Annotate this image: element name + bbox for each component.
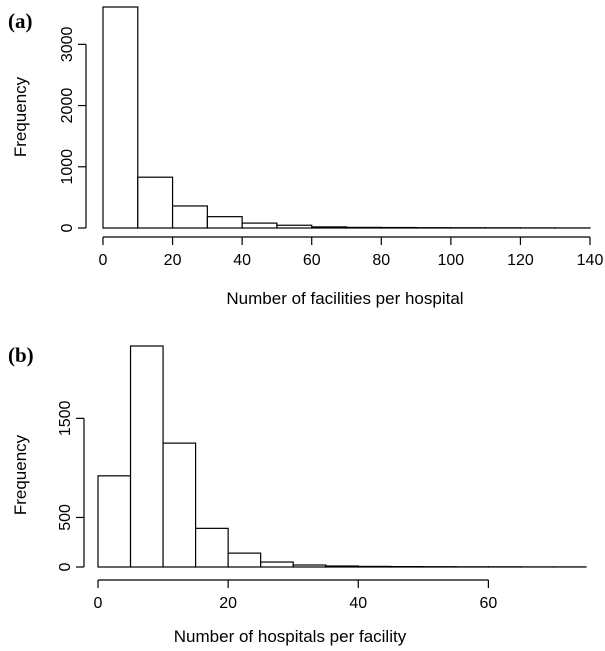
histogram-bar-b-1 bbox=[129, 345, 164, 568]
x-tick-label-a-2: 40 bbox=[233, 252, 251, 269]
histogram-bar-a-4 bbox=[241, 222, 278, 229]
histogram-bar-b-2 bbox=[162, 442, 197, 568]
y-tick-label-b-1: 500 bbox=[57, 504, 74, 531]
y-tick-label-b-2: 1500 bbox=[57, 400, 74, 436]
histogram-bar-b-6 bbox=[292, 564, 327, 568]
x-tick-label-a-6: 120 bbox=[507, 252, 534, 269]
x-tick-label-a-3: 60 bbox=[303, 252, 321, 269]
x-axis-title-b: Number of hospitals per facility bbox=[174, 627, 407, 646]
y-tick-label-a-2: 2000 bbox=[59, 88, 76, 124]
histogram-bar-a-7 bbox=[345, 226, 382, 229]
x-tick-label-a-4: 80 bbox=[372, 252, 390, 269]
histogram-bar-b-3 bbox=[195, 527, 229, 568]
x-tick-label-b-2: 40 bbox=[349, 595, 367, 612]
x-tick-label-b-1: 20 bbox=[219, 595, 237, 612]
histogram-bar-a-2 bbox=[171, 205, 208, 229]
x-tick-label-a-5: 100 bbox=[438, 252, 465, 269]
histogram-bar-b-7 bbox=[325, 565, 359, 568]
histogram-bar-b-5 bbox=[260, 561, 294, 568]
histogram-bar-b-8 bbox=[357, 565, 392, 568]
x-tick-label-b-3: 60 bbox=[480, 595, 498, 612]
y-tick-label-a-3: 3000 bbox=[59, 26, 76, 62]
y-tick-label-a-0: 0 bbox=[59, 223, 76, 232]
histogram-panel-b: (b) Frequency Number of hospitals per fa… bbox=[8, 343, 587, 646]
histogram-bar-b-0 bbox=[97, 475, 132, 568]
y-tick-label-b-0: 0 bbox=[57, 562, 74, 571]
histogram-bar-a-5 bbox=[276, 224, 313, 229]
y-tick-label-a-1: 1000 bbox=[59, 149, 76, 185]
y-axis-title-a: Frequency bbox=[11, 76, 30, 157]
histogram-panel-a: (a) Frequency Number of facilities per h… bbox=[8, 6, 604, 308]
x-axis-title-a: Number of facilities per hospital bbox=[226, 289, 463, 308]
panel-label-b: (b) bbox=[8, 343, 34, 367]
x-tick-label-a-0: 0 bbox=[99, 252, 108, 269]
histogram-bar-a-0 bbox=[102, 6, 139, 229]
panel-label-a: (a) bbox=[8, 9, 33, 33]
x-tick-label-b-0: 0 bbox=[94, 595, 103, 612]
x-tick-label-a-7: 140 bbox=[577, 252, 604, 269]
x-tick-label-a-1: 20 bbox=[164, 252, 182, 269]
histogram-bar-b-4 bbox=[227, 552, 262, 568]
histogram-bar-a-6 bbox=[311, 226, 348, 229]
histogram-bar-a-3 bbox=[206, 216, 243, 229]
y-axis-title-b: Frequency bbox=[11, 434, 30, 515]
histogram-bar-a-1 bbox=[137, 176, 174, 229]
